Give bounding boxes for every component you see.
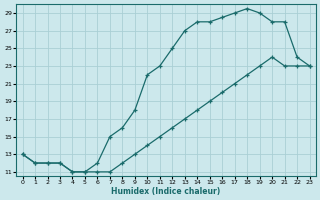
X-axis label: Humidex (Indice chaleur): Humidex (Indice chaleur) [111,187,221,196]
